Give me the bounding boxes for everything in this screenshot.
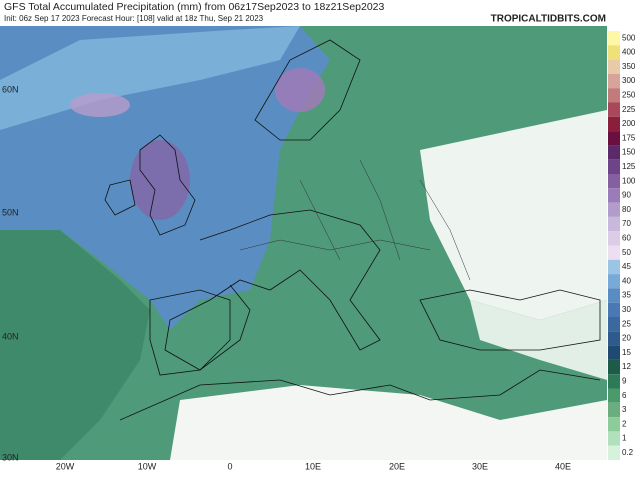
- colorbar-swatch: [608, 259, 620, 275]
- colorbar-label: 0.2: [622, 448, 634, 457]
- lon-label: 30E: [472, 461, 488, 471]
- coast-black-sea: [419, 289, 601, 351]
- lon-label: 20E: [389, 461, 405, 471]
- colorbar-swatch: [608, 116, 620, 132]
- brand: TROPICALTIDBITS.COM: [491, 14, 606, 25]
- colorbar-label: 2: [622, 419, 627, 428]
- colorbar-swatch: [608, 288, 620, 303]
- lon-label: 40E: [555, 461, 571, 471]
- colorbar-label: 30: [622, 305, 631, 314]
- lat-label: 40N: [2, 331, 19, 341]
- colorbar-swatch: [608, 202, 620, 217]
- colorbar-label: 20: [622, 334, 631, 343]
- lat-label: 30N: [2, 452, 19, 462]
- dry-east: [420, 110, 607, 320]
- colorbar-label: 500: [622, 33, 636, 42]
- colorbar-label: 225: [622, 105, 636, 114]
- colorbar-swatch: [608, 159, 620, 174]
- title: GFS Total Accumulated Precipitation (mm)…: [4, 1, 385, 13]
- colorbar-swatch: [608, 188, 620, 203]
- colorbar-label: 125: [622, 162, 636, 171]
- colorbar-swatch: [608, 417, 620, 432]
- lat-label: 50N: [2, 207, 19, 217]
- colorbar-swatch: [608, 317, 620, 332]
- lon-label: 0: [227, 461, 232, 471]
- colorbar-label: 70: [622, 219, 631, 228]
- colorbar-swatch: [608, 174, 620, 189]
- map: [0, 26, 607, 460]
- coast-ireland: [104, 179, 136, 216]
- coast-britain: [139, 134, 196, 236]
- colorbar-swatch: [608, 274, 620, 289]
- colorbar-swatch: [608, 231, 620, 246]
- colorbar-swatch: [608, 88, 620, 103]
- lon-label: 20W: [56, 461, 75, 471]
- colorbar-swatch: [608, 445, 620, 460]
- lon-label: 10E: [305, 461, 321, 471]
- coast-iberia: [149, 289, 231, 376]
- colorbar-swatch: [608, 145, 620, 160]
- colorbar: 5004003503002502252001751501251009080706…: [608, 31, 636, 460]
- heavy-atlantic: [70, 93, 130, 117]
- colorbar-swatch: [608, 431, 620, 446]
- colorbar-label: 90: [622, 191, 631, 200]
- colorbar-swatch: [608, 59, 620, 74]
- colorbar-label: 200: [622, 119, 636, 128]
- heavy-norway: [275, 68, 325, 112]
- colorbar-swatch: [608, 102, 620, 117]
- colorbar-label: 350: [622, 62, 636, 71]
- colorbar-label: 9: [622, 376, 627, 385]
- ocean-green: [0, 230, 150, 460]
- colorbar-swatch: [608, 388, 620, 403]
- colorbar-label: 25: [622, 319, 631, 328]
- heavy-uk: [130, 140, 190, 220]
- colorbar-label: 100: [622, 176, 636, 185]
- axes: 20W 10W 0 10E 20E 30E 40E 60N 50N 40N 30N: [2, 84, 571, 471]
- colorbar-label: 40: [622, 276, 631, 285]
- colorbar-label: 50: [622, 248, 631, 257]
- colorbar-label: 35: [622, 291, 631, 300]
- coast-africa: [119, 369, 601, 421]
- lat-label: 60N: [2, 84, 19, 94]
- colorbar-swatch: [608, 331, 620, 346]
- colorbar-swatch: [608, 31, 620, 46]
- colorbar-label: 300: [622, 76, 636, 85]
- colorbar-swatch: [608, 402, 620, 418]
- coast-europe: [164, 209, 381, 371]
- colorbar-label: 250: [622, 90, 636, 99]
- colorbar-label: 45: [622, 262, 631, 271]
- colorbar-label: 60: [622, 233, 631, 242]
- colorbar-swatch: [608, 45, 620, 60]
- colorbar-swatch: [608, 374, 620, 389]
- coast-scandinavia: [254, 39, 361, 141]
- borders: [239, 159, 471, 281]
- colorbar-label: 150: [622, 148, 636, 157]
- colorbar-label: 80: [622, 205, 631, 214]
- colorbar-label: 12: [622, 362, 631, 371]
- colorbar-label: 1: [622, 434, 627, 443]
- colorbar-swatch: [608, 73, 620, 89]
- dry-turkey: [470, 300, 607, 380]
- colorbar-swatch: [608, 131, 620, 146]
- colorbar-label: 175: [622, 133, 636, 142]
- colorbar-label: 6: [622, 391, 627, 400]
- colorbar-label: 15: [622, 348, 631, 357]
- colorbar-swatch: [608, 345, 620, 360]
- dry-africa: [170, 385, 607, 460]
- colorbar-swatch: [608, 245, 620, 260]
- colorbar-label: 3: [622, 405, 627, 414]
- colorbar-swatch: [608, 302, 620, 317]
- colorbar-swatch: [608, 359, 620, 375]
- colorbar-label: 400: [622, 48, 636, 57]
- subtitle: Init: 06z Sep 17 2023 Forecast Hour: [10…: [4, 14, 264, 23]
- lon-label: 10W: [138, 461, 157, 471]
- colorbar-swatch: [608, 216, 620, 232]
